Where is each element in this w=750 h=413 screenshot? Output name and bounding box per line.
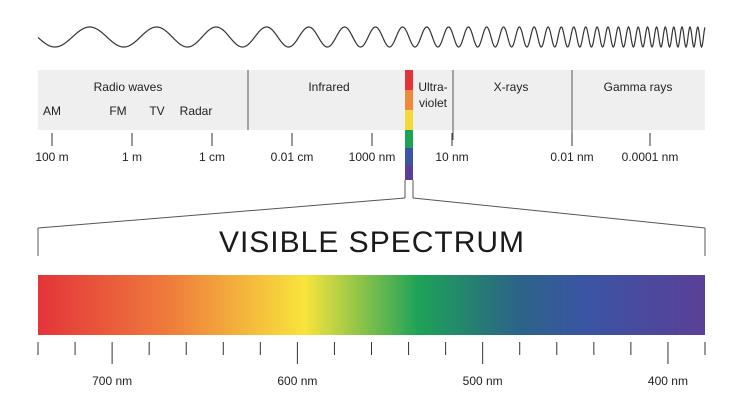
scale-label: 500 nm <box>463 374 503 388</box>
em-scale: 100 m 1 m 1 cm 0.01 cm 1000 nm 10 nm 0.01 nm 0.… <box>35 133 678 164</box>
scale-label: 1 cm <box>199 150 225 164</box>
scale-label: 10 nm <box>435 150 468 164</box>
scale-label: 400 nm <box>648 374 688 388</box>
radio-sub-label: TV <box>149 104 164 118</box>
connector <box>412 197 706 229</box>
scale-label: 0.01 nm <box>550 150 593 164</box>
visible-scale: 700 nm 600 nm 500 nm 400 nm <box>37 342 706 388</box>
band-label: Radio waves <box>94 80 163 94</box>
scale-label: 700 nm <box>92 374 132 388</box>
band-label: violet <box>419 96 448 110</box>
band-label: X-rays <box>494 80 529 94</box>
radio-sub-label: FM <box>109 104 126 118</box>
band-background <box>38 70 705 130</box>
visible-strip <box>405 70 413 180</box>
band-label: Infrared <box>308 80 349 94</box>
band-label: Gamma rays <box>604 80 673 94</box>
radio-sub-label: Radar <box>180 104 213 118</box>
radio-sub-label: AM <box>43 104 61 118</box>
scale-label: 100 m <box>35 150 68 164</box>
scale-label: 1 m <box>122 150 142 164</box>
visible-title: VISIBLE SPECTRUM <box>219 226 525 259</box>
scale-label: 0.0001 nm <box>622 150 679 164</box>
scale-label: 600 nm <box>277 374 317 388</box>
scale-label: 1000 nm <box>349 150 396 164</box>
visible-gradient <box>38 275 705 335</box>
wave <box>37 25 706 49</box>
band-label: Ultra- <box>418 80 447 94</box>
scale-label: 0.01 cm <box>271 150 314 164</box>
connector <box>37 197 406 229</box>
